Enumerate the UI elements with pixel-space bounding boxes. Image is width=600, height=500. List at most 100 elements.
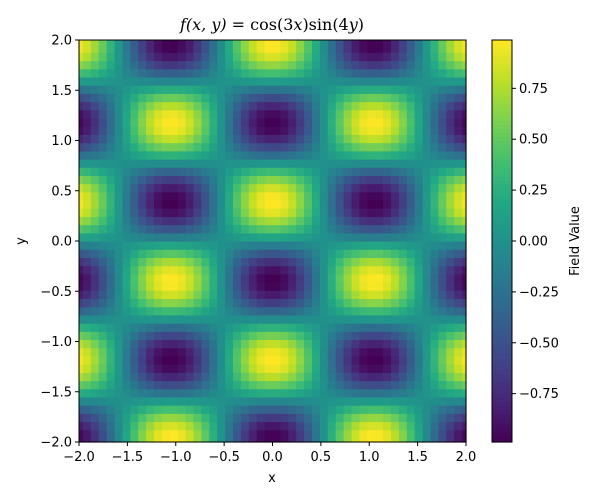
heatmap-cell bbox=[351, 380, 360, 390]
heatmap-cell bbox=[406, 68, 416, 78]
heatmap-cell bbox=[217, 306, 226, 316]
heatmap-cell bbox=[177, 101, 187, 111]
heatmap-cell bbox=[327, 364, 337, 373]
heatmap-cell bbox=[161, 257, 171, 267]
heatmap-cell bbox=[248, 298, 258, 308]
heatmap-cell bbox=[79, 40, 84, 45]
heatmap-cell bbox=[272, 314, 281, 324]
heatmap-cell bbox=[122, 257, 131, 267]
heatmap-cell bbox=[201, 364, 210, 373]
heatmap-cell bbox=[225, 323, 234, 332]
heatmap-cell bbox=[114, 52, 124, 62]
heatmap-cell bbox=[390, 191, 400, 201]
heatmap-cell bbox=[454, 126, 463, 135]
heatmap-cell bbox=[82, 331, 92, 341]
heatmap-cell bbox=[351, 314, 360, 324]
heatmap-cell bbox=[90, 355, 100, 365]
heatmap-cell bbox=[390, 339, 400, 349]
heatmap-cell bbox=[327, 44, 337, 53]
heatmap-cell bbox=[154, 232, 163, 242]
heatmap-cell bbox=[272, 339, 281, 349]
heatmap-cell bbox=[161, 142, 171, 152]
heatmap-cell bbox=[272, 388, 281, 398]
heatmap-cell bbox=[122, 208, 131, 217]
heatmap-cell bbox=[217, 290, 226, 300]
heatmap-cell bbox=[82, 224, 92, 234]
heatmap-cell bbox=[422, 380, 432, 390]
heatmap-cell bbox=[438, 224, 447, 234]
heatmap-cell bbox=[256, 282, 266, 291]
heatmap-cell bbox=[296, 241, 305, 250]
heatmap-cell bbox=[248, 224, 258, 234]
heatmap-cell bbox=[383, 282, 392, 291]
heatmap-cell bbox=[288, 265, 297, 275]
heatmap-cell bbox=[359, 347, 368, 357]
heatmap-cell bbox=[319, 413, 329, 423]
heatmap-cell bbox=[217, 216, 226, 226]
heatmap-cell bbox=[161, 388, 171, 398]
heatmap-cell bbox=[146, 429, 155, 439]
heatmap-cell bbox=[430, 109, 439, 119]
heatmap-cell bbox=[311, 249, 321, 258]
heatmap-cell bbox=[82, 339, 92, 349]
heatmap-cell bbox=[79, 60, 84, 70]
heatmap-cell bbox=[264, 372, 274, 382]
heatmap-cell bbox=[161, 40, 171, 45]
heatmap-cell bbox=[398, 380, 408, 390]
heatmap-cell bbox=[185, 282, 195, 291]
heatmap-cell bbox=[280, 40, 289, 45]
heatmap-cell bbox=[177, 142, 187, 152]
heatmap-cell bbox=[79, 52, 84, 62]
heatmap-cell bbox=[217, 109, 226, 119]
heatmap-cell bbox=[161, 183, 171, 193]
heatmap-cell bbox=[217, 347, 226, 357]
heatmap-cell bbox=[122, 167, 131, 176]
heatmap-cell bbox=[146, 323, 155, 332]
heatmap-cell bbox=[304, 413, 313, 423]
x-axis: −2.0 −1.5 −1.0 −0.5 0.0 0.5 1.0 1.5 2.0 bbox=[63, 442, 476, 465]
heatmap-cell bbox=[280, 142, 289, 152]
colorbar-cell bbox=[492, 48, 512, 53]
heatmap-cell bbox=[296, 208, 305, 217]
heatmap-cell bbox=[462, 306, 467, 316]
colorbar-tick-label: 0.75 bbox=[519, 82, 548, 97]
heatmap-cell bbox=[359, 290, 368, 300]
heatmap-cell bbox=[122, 249, 131, 258]
heatmap-cell bbox=[351, 117, 360, 127]
heatmap-cell bbox=[296, 52, 305, 62]
heatmap-cell bbox=[375, 109, 384, 119]
heatmap-cell bbox=[406, 323, 416, 332]
heatmap-cell bbox=[146, 117, 155, 127]
heatmap-cell bbox=[398, 191, 408, 201]
heatmap-cell bbox=[367, 306, 376, 316]
heatmap-cell bbox=[446, 167, 455, 176]
heatmap-cell bbox=[311, 199, 321, 209]
colorbar-cell bbox=[492, 429, 512, 435]
heatmap-cell bbox=[114, 224, 124, 234]
heatmap-cell bbox=[414, 224, 424, 234]
heatmap-cell bbox=[98, 282, 108, 291]
heatmap-cell bbox=[280, 396, 289, 406]
heatmap-cell bbox=[280, 60, 289, 70]
heatmap-cell bbox=[280, 413, 289, 423]
heatmap-cell bbox=[430, 372, 439, 382]
heatmap-cell bbox=[240, 167, 250, 176]
heatmap-cell bbox=[319, 68, 329, 78]
heatmap-cell bbox=[383, 388, 392, 398]
heatmap-cell bbox=[359, 298, 368, 308]
heatmap-cell bbox=[130, 76, 139, 86]
colorbar-cell bbox=[492, 381, 512, 387]
heatmap-cell bbox=[146, 191, 155, 201]
heatmap-cell bbox=[248, 282, 258, 291]
heatmap-cell bbox=[446, 208, 455, 217]
heatmap-cell bbox=[319, 224, 329, 234]
heatmap-cell bbox=[90, 126, 100, 135]
heatmap-cell bbox=[122, 282, 131, 291]
heatmap-cell bbox=[446, 134, 455, 144]
heatmap-cell bbox=[319, 208, 329, 217]
heatmap-cell bbox=[161, 224, 171, 234]
heatmap-cell bbox=[240, 241, 250, 250]
heatmap-cell bbox=[398, 134, 408, 144]
heatmap-cell bbox=[296, 216, 305, 226]
heatmap-cell bbox=[304, 429, 313, 439]
